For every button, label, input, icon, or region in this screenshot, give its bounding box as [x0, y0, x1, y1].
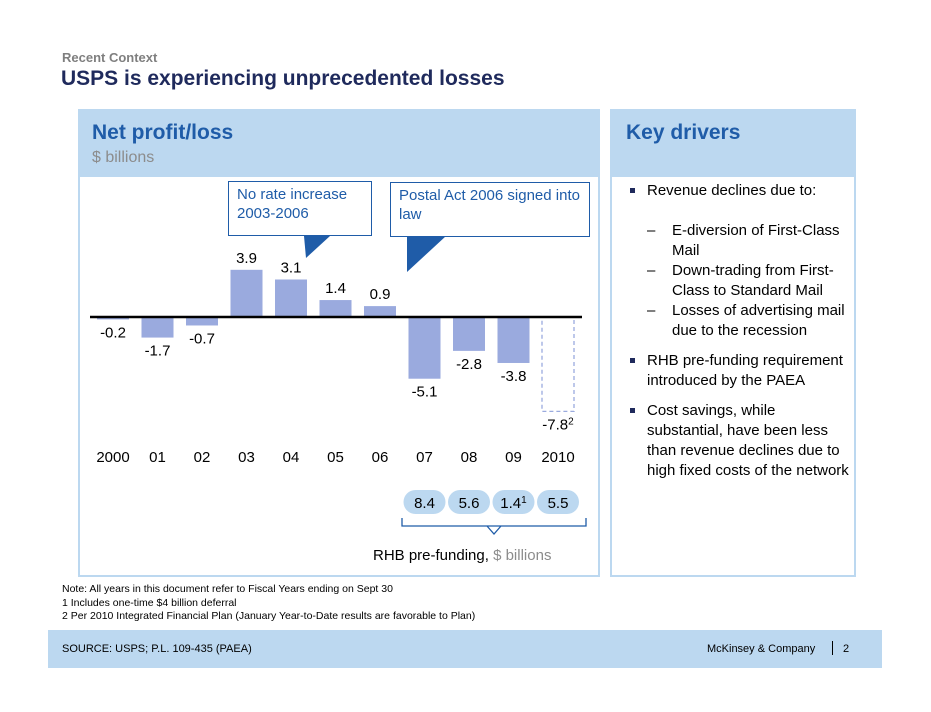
footnotes: Note: All years in this document refer t…: [62, 583, 475, 624]
note-fiscal-years: Note: All years in this document refer t…: [62, 583, 393, 595]
category-label-09: 09: [505, 449, 522, 466]
callout-pointer-1: [304, 236, 330, 258]
bar-03: [230, 269, 263, 317]
chart-panel-header: [80, 111, 598, 177]
drivers-panel-header: [612, 111, 854, 177]
bar-02: [186, 317, 218, 326]
rhb-value-08: 5.6: [459, 495, 480, 512]
value-label-09: -3.8: [501, 368, 527, 385]
category-label-08: 08: [461, 449, 478, 466]
category-label-02: 02: [194, 449, 211, 466]
source-text: SOURCE: USPS; P.L. 109-435 (PAEA): [62, 643, 252, 655]
rhb-label: RHB pre-funding, $ billions: [373, 547, 551, 564]
value-label-2010: -7.82: [542, 416, 574, 433]
rhb-pill-2010: [537, 490, 579, 514]
category-label-05: 05: [327, 449, 344, 466]
driver-sub-advertising: Losses of advertising mail due to the re…: [627, 301, 849, 341]
bar-09: [497, 317, 530, 363]
callout-no-rate-increase: No rate increase 2003-2006: [228, 181, 372, 236]
value-label-2000: -0.2: [100, 324, 126, 341]
page-number: 2: [843, 643, 850, 655]
drivers-list: Revenue declines due to: E-diversion of …: [627, 181, 849, 481]
drivers-panel: [610, 109, 856, 577]
bar-01: [141, 317, 174, 338]
rhb-brace: [401, 518, 587, 535]
value-label-03: 3.9: [236, 250, 257, 267]
value-label-08: -2.8: [456, 356, 482, 373]
rhb-value-2010: 5.5: [548, 495, 569, 512]
category-label-07: 07: [416, 449, 433, 466]
brand-text: McKinsey & Company: [707, 643, 816, 655]
callout-postal-act: Postal Act 2006 signed into law: [390, 182, 590, 237]
rhb-value-07: 8.4: [414, 495, 435, 512]
drivers-title: Key drivers: [626, 121, 741, 144]
driver-rhb-prefunding: RHB pre-funding requirement introduced b…: [627, 351, 849, 391]
note-1: 1 Includes one-time $4 billion deferral: [62, 596, 237, 609]
driver-sub-ediversion: E-diversion of First-Class Mail: [627, 221, 849, 261]
note-2: 2 Per 2010 Integrated Financial Plan (Ja…: [62, 610, 476, 622]
footer-bar: [48, 630, 882, 668]
bar-06: [364, 306, 396, 317]
bar-2010: [541, 316, 575, 413]
section-kicker: Recent Context: [62, 50, 158, 65]
bar-08: [453, 317, 485, 351]
category-label-04: 04: [283, 449, 300, 466]
callout-pointer-2: [407, 236, 446, 272]
rhb-pill-08: [448, 490, 490, 514]
value-label-01: -1.7: [145, 343, 171, 360]
rhb-pill-07: [403, 490, 446, 514]
category-label-2010: 2010: [541, 449, 574, 466]
category-label-2000: 2000: [96, 449, 129, 466]
value-label-07: -5.1: [412, 384, 438, 401]
rhb-pill-09: [492, 490, 535, 514]
value-label-06: 0.9: [370, 286, 391, 303]
bar-07: [408, 317, 441, 379]
category-label-01: 01: [149, 449, 166, 466]
page-title: USPS is experiencing unprecedented losse…: [61, 67, 505, 90]
driver-revenue-declines: Revenue declines due to:: [627, 181, 849, 201]
chart-title: Net profit/loss: [92, 121, 234, 144]
driver-sub-downtrading: Down-trading from First-Class to Standar…: [627, 261, 849, 301]
bar-04: [275, 279, 307, 317]
chart-subtitle: $ billions: [92, 149, 155, 166]
value-label-04: 3.1: [281, 259, 302, 276]
bar-05: [319, 300, 352, 317]
category-label-03: 03: [238, 449, 255, 466]
value-label-05: 1.4: [325, 280, 346, 297]
value-label-02: -0.7: [189, 330, 215, 347]
driver-cost-savings: Cost savings, while substantial, have be…: [627, 401, 849, 481]
rhb-value-09: 1.41: [500, 495, 527, 512]
category-label-06: 06: [372, 449, 389, 466]
page-separator: [832, 641, 833, 655]
